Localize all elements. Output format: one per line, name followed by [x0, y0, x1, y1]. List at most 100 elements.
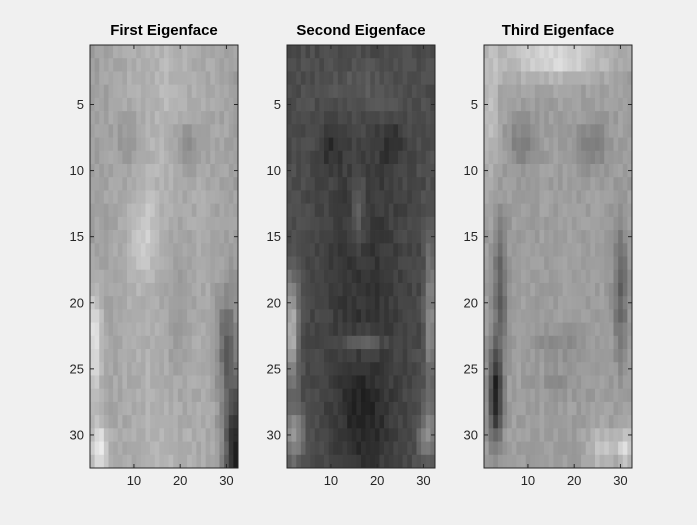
pixel-cell	[324, 71, 329, 86]
y-tick-label: 20	[70, 295, 84, 310]
pixel-cell	[154, 111, 160, 125]
pixel-cell	[507, 349, 513, 363]
pixel-cell	[590, 415, 596, 429]
pixel-cell	[342, 163, 348, 178]
pixel-cell	[488, 388, 494, 403]
pixel-cell	[388, 71, 394, 86]
pixel-cell	[393, 322, 399, 337]
pixel-cell	[113, 124, 119, 138]
pixel-cell	[177, 454, 183, 469]
pixel-cell	[159, 124, 165, 138]
pixel-cell	[525, 349, 531, 363]
pixel-cell	[553, 428, 559, 442]
pixel-cell	[604, 401, 610, 416]
pixel-cell	[219, 309, 225, 323]
pixel-cell	[182, 309, 188, 323]
pixel-cell	[94, 322, 100, 337]
pixel-cell	[379, 216, 385, 231]
pixel-cell	[398, 84, 403, 99]
pixel-cell	[103, 401, 109, 416]
pixel-cell	[402, 454, 408, 469]
pixel-cell	[365, 230, 371, 244]
pixel-cell	[365, 203, 371, 218]
pixel-cell	[205, 216, 211, 231]
pixel-cell	[571, 428, 577, 442]
pixel-cell	[618, 150, 624, 165]
pixel-cell	[173, 388, 179, 403]
pixel-cell	[430, 71, 436, 86]
pixel-cell	[511, 269, 517, 284]
pixel-cell	[521, 45, 526, 59]
pixel-cell	[558, 349, 563, 363]
pixel-cell	[576, 216, 582, 231]
pixel-cell	[90, 177, 95, 191]
pixel-cell	[356, 177, 362, 191]
pixel-cell	[205, 415, 211, 429]
pixel-cell	[296, 256, 302, 271]
pixel-cell	[497, 137, 503, 152]
pixel-cell	[122, 388, 128, 403]
pixel-cell	[136, 243, 142, 257]
pixel-cell	[595, 282, 600, 297]
pixel-cell	[618, 335, 624, 350]
pixel-cell	[421, 137, 427, 152]
pixel-cell	[296, 216, 302, 231]
pixel-cell	[553, 84, 559, 99]
pixel-cell	[205, 137, 211, 152]
pixel-cell	[113, 243, 119, 257]
pixel-cell	[590, 137, 596, 152]
pixel-cell	[103, 137, 109, 152]
pixel-cell	[127, 71, 132, 86]
pixel-cell	[233, 282, 239, 297]
pixel-cell	[154, 269, 160, 284]
x-tick-label: 10	[324, 473, 338, 488]
pixel-cell	[544, 230, 550, 244]
pixel-cell	[484, 45, 489, 59]
x-tick-label: 10	[127, 473, 141, 488]
pixel-cell	[388, 216, 394, 231]
pixel-cell	[525, 45, 531, 59]
pixel-cell	[507, 256, 513, 271]
pixel-cell	[493, 282, 499, 297]
pixel-cell	[342, 71, 348, 86]
pixel-cell	[122, 97, 128, 112]
pixel-cell	[430, 282, 436, 297]
pixel-cell	[328, 216, 334, 231]
pixel-cell	[567, 243, 573, 257]
pixel-cell	[224, 58, 230, 72]
pixel-cell	[210, 203, 216, 218]
pixel-cell	[351, 349, 357, 363]
pixel-cell	[608, 349, 614, 363]
pixel-cell	[502, 84, 508, 99]
pixel-cell	[300, 309, 306, 323]
pixel-cell	[287, 84, 292, 99]
pixel-cell	[127, 111, 132, 125]
pixel-cell	[131, 243, 137, 257]
pixel-cell	[154, 216, 160, 231]
pixel-cell	[287, 335, 292, 350]
pixel-cell	[402, 362, 408, 376]
pixel-cell	[507, 203, 513, 218]
pixel-cell	[379, 111, 385, 125]
pixel-cell	[219, 111, 225, 125]
pixel-cell	[497, 230, 503, 244]
pixel-cell	[196, 309, 202, 323]
pixel-cell	[159, 335, 165, 350]
pixel-cell	[613, 362, 619, 376]
pixel-cell	[562, 243, 568, 257]
pixel-cell	[173, 230, 179, 244]
pixel-cell	[539, 349, 545, 363]
pixel-cell	[173, 428, 179, 442]
pixel-cell	[145, 124, 151, 138]
pixel-cell	[595, 243, 600, 257]
pixel-cell	[548, 177, 554, 191]
pixel-cell	[534, 71, 540, 86]
pixel-cell	[618, 401, 624, 416]
pixel-cell	[103, 309, 109, 323]
pixel-cell	[90, 309, 95, 323]
pixel-cell	[425, 150, 431, 165]
pixel-cell	[205, 309, 211, 323]
pixel-cell	[145, 84, 151, 99]
pixel-cell	[233, 388, 239, 403]
pixel-cell	[154, 45, 160, 59]
